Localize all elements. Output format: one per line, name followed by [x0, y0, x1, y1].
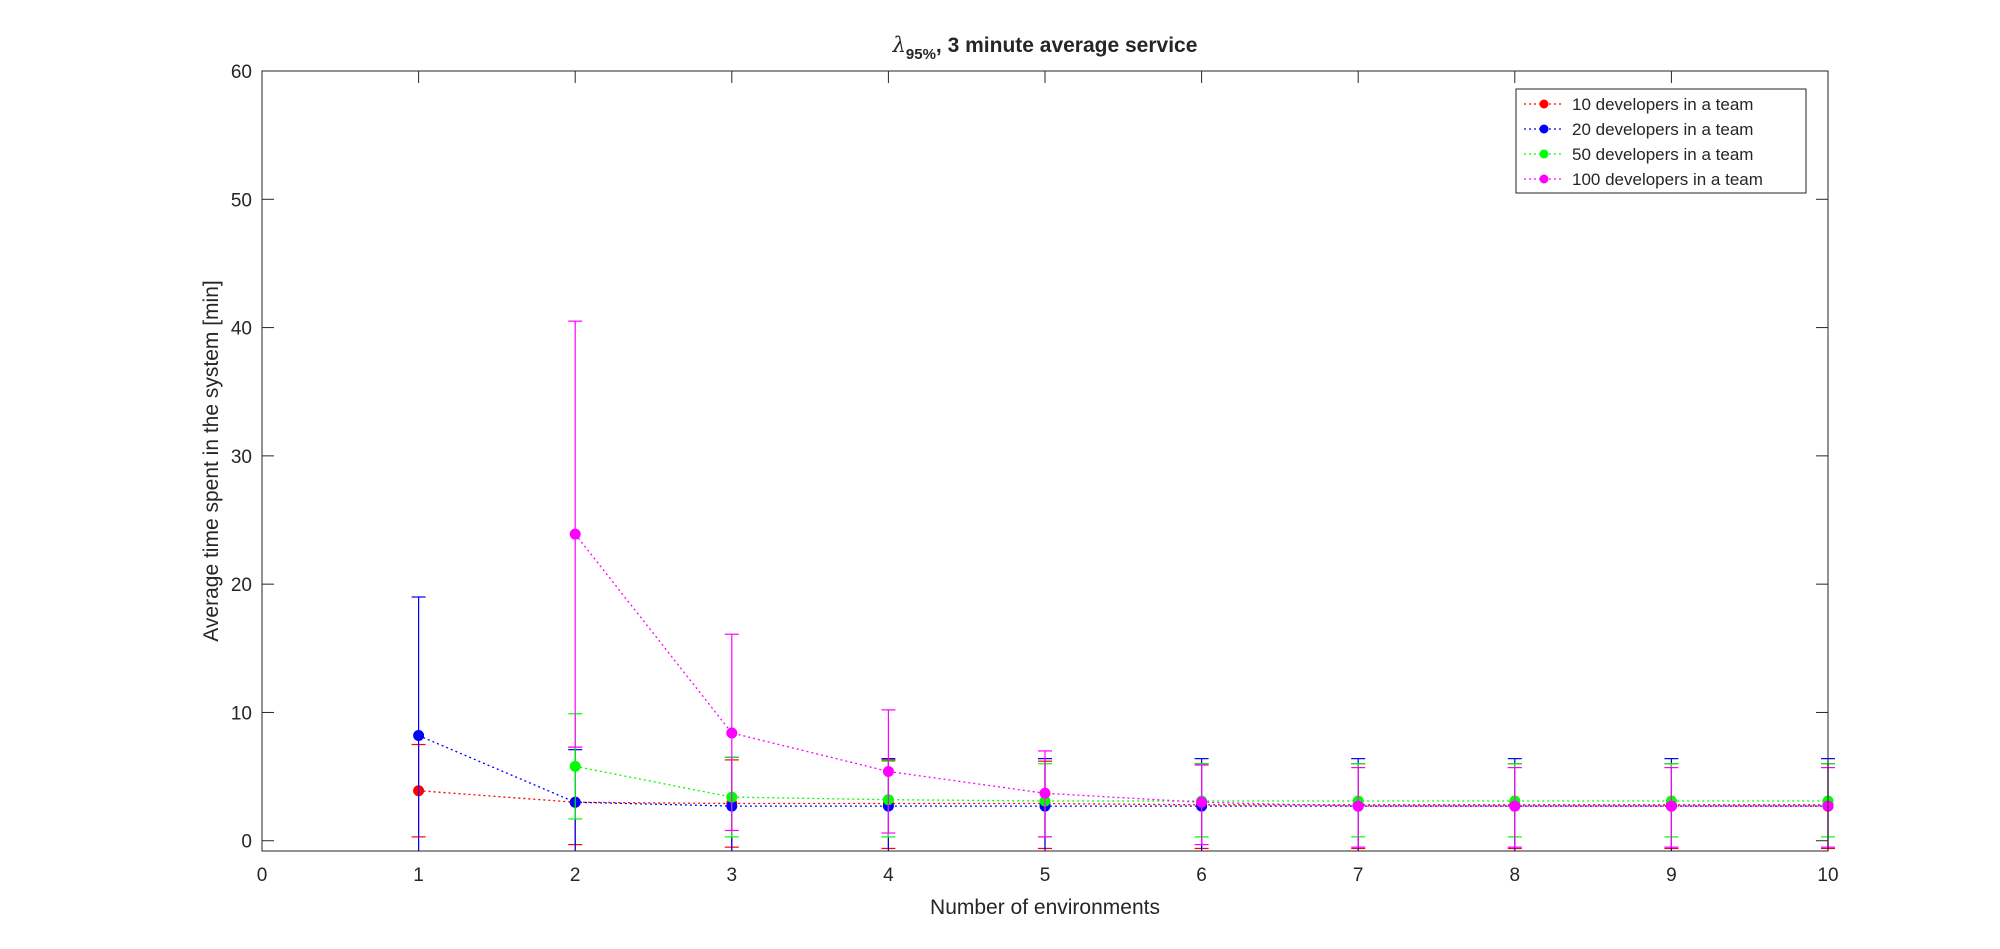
legend-item: 20 developers in a team [1524, 120, 1753, 139]
series-line [574, 533, 1828, 807]
x-tick-label: 9 [1666, 865, 1677, 886]
legend-item: 50 developers in a team [1524, 145, 1753, 164]
legend-marker [1539, 149, 1549, 159]
data-point [726, 727, 738, 739]
y-axis-label: Average time spent in the system [min] [200, 280, 223, 641]
legend-item: 100 developers in a team [1524, 170, 1763, 189]
x-tick-label: 4 [883, 865, 894, 886]
title-subscript: 95% [906, 46, 936, 63]
x-tick-label: 3 [727, 865, 738, 886]
y-tick-label: 50 [231, 190, 252, 211]
legend-item: 10 developers in a team [1524, 95, 1753, 114]
legend-label: 100 developers in a team [1572, 170, 1763, 189]
y-tick-label: 20 [231, 575, 252, 596]
data-point [1509, 800, 1521, 812]
x-tick-labels: 0 1 2 3 4 5 6 7 8 9 10 [257, 865, 1839, 886]
legend-box [1515, 88, 1807, 194]
y-tick-label: 0 [241, 832, 252, 853]
error-bar [411, 596, 426, 851]
legend-label: 10 developers in a team [1572, 95, 1753, 114]
title-lambda-symbol: λ [892, 33, 906, 57]
x-tick-label: 6 [1196, 865, 1207, 886]
data-point [413, 730, 425, 742]
data-point [882, 765, 894, 777]
x-axis-label: Number of environments [930, 896, 1160, 919]
title-rest: , 3 minute average service [936, 34, 1198, 57]
data-point [1352, 800, 1364, 812]
plot-area [262, 71, 1828, 851]
x-tick-label: 2 [570, 865, 581, 886]
legend: 10 developers in a team 20 developers in … [1515, 88, 1807, 194]
plot-frame [261, 70, 1829, 852]
legend-marker [1539, 174, 1549, 184]
y-tick-labels: 0 10 20 30 40 50 60 [231, 62, 252, 853]
legend-marker [1539, 99, 1549, 109]
legend-marker [1539, 124, 1549, 134]
x-tick-label: 1 [413, 865, 424, 886]
x-tick-label: 7 [1353, 865, 1364, 886]
x-tick-label: 10 [1817, 865, 1838, 886]
data-point [569, 528, 581, 540]
data-point [1039, 787, 1051, 799]
data-point [1196, 796, 1208, 808]
x-tick-label: 5 [1040, 865, 1051, 886]
y-tick-label: 60 [231, 62, 252, 83]
series-line [418, 790, 1828, 806]
x-tick-label: 0 [257, 865, 268, 886]
y-tick-label: 10 [231, 703, 252, 724]
legend-label: 50 developers in a team [1572, 145, 1753, 164]
data-point [569, 760, 581, 772]
x-tick-label: 8 [1510, 865, 1521, 886]
y-tick-label: 30 [231, 447, 252, 468]
chart-title: λ95%, 3 minute average service [892, 33, 1198, 63]
legend-label: 20 developers in a team [1572, 120, 1753, 139]
data-point [1665, 800, 1677, 812]
series-line [575, 765, 1828, 802]
y-tick-label: 40 [231, 319, 252, 340]
